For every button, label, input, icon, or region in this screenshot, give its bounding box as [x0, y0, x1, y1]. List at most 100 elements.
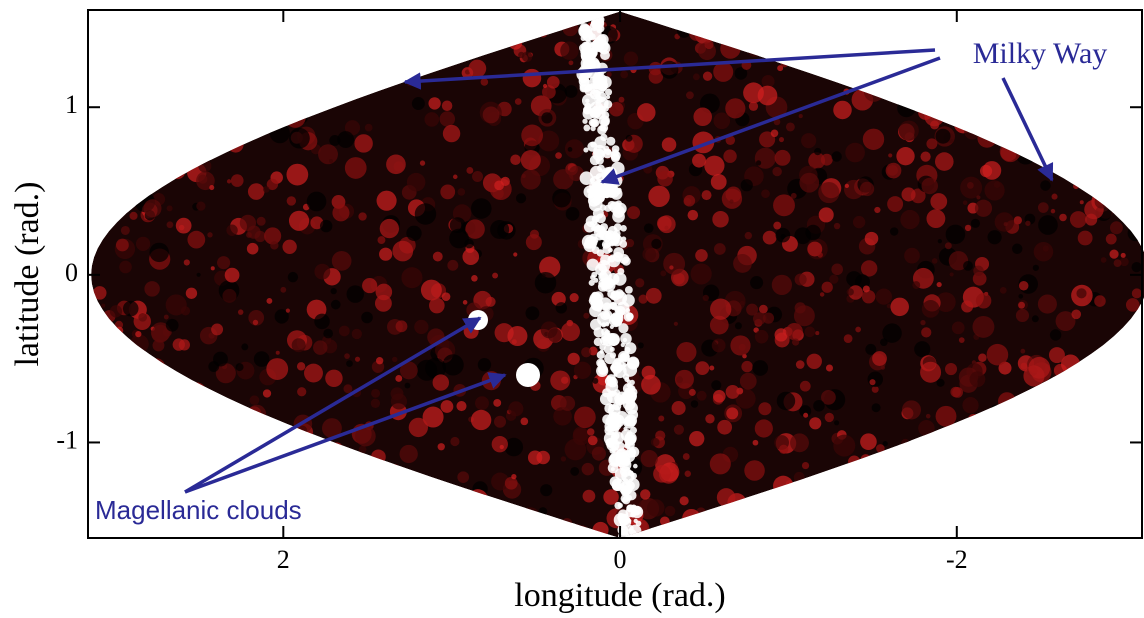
texture — [381, 489, 391, 499]
milky-way-texture — [616, 448, 628, 460]
milky-way-texture — [606, 333, 616, 342]
milky-way-texture — [591, 291, 599, 299]
texture — [1043, 484, 1055, 495]
texture — [1054, 115, 1063, 125]
texture — [720, 38, 741, 59]
texture — [713, 112, 731, 130]
texture — [377, 236, 386, 245]
texture — [242, 437, 254, 449]
texture — [569, 293, 579, 303]
texture — [422, 39, 430, 47]
texture — [854, 470, 860, 477]
texture — [806, 353, 822, 369]
texture — [192, 131, 208, 147]
milky-way-texture — [588, 279, 595, 286]
texture — [358, 212, 367, 221]
texture — [750, 276, 764, 290]
texture — [1111, 201, 1126, 216]
texture — [946, 73, 959, 86]
texture — [346, 285, 364, 303]
texture — [911, 15, 923, 27]
texture — [330, 299, 341, 310]
milky-way-texture — [623, 362, 638, 377]
texture — [753, 312, 766, 326]
texture — [108, 406, 129, 427]
texture — [325, 445, 338, 458]
texture — [1012, 243, 1023, 254]
texture — [944, 242, 952, 250]
texture — [898, 497, 914, 514]
texture — [987, 230, 1002, 245]
texture — [553, 406, 572, 426]
texture — [721, 188, 743, 209]
texture — [968, 413, 980, 426]
texture — [802, 11, 822, 22]
texture — [169, 450, 179, 460]
texture — [428, 505, 439, 517]
texture — [304, 363, 323, 383]
texture — [330, 287, 337, 295]
texture — [400, 473, 422, 495]
texture — [690, 263, 712, 285]
texture — [487, 11, 506, 27]
texture — [1067, 504, 1090, 527]
texture — [501, 510, 513, 522]
texture — [285, 308, 290, 313]
x-axis-title: longitude (rad.) — [514, 577, 726, 614]
texture — [197, 29, 206, 37]
texture — [341, 453, 360, 473]
texture — [852, 215, 866, 229]
texture — [976, 195, 981, 200]
texture — [876, 444, 885, 453]
texture — [143, 199, 162, 218]
texture — [793, 471, 805, 483]
texture — [520, 149, 541, 171]
texture — [685, 524, 691, 530]
texture — [986, 343, 1009, 366]
texture — [470, 198, 492, 219]
texture — [120, 225, 130, 235]
texture — [187, 382, 207, 402]
texture — [931, 97, 954, 119]
texture — [252, 319, 259, 326]
texture — [492, 272, 499, 279]
texture — [358, 473, 365, 480]
texture — [994, 212, 1015, 232]
milky-way-texture — [610, 150, 621, 161]
texture — [275, 529, 282, 536]
texture — [808, 152, 826, 170]
texture — [978, 101, 996, 119]
texture — [146, 33, 168, 55]
texture — [941, 98, 951, 108]
texture — [1008, 452, 1020, 464]
texture — [922, 470, 929, 477]
milky-way-texture — [623, 487, 631, 496]
texture — [1003, 222, 1008, 227]
milky-way-texture — [627, 518, 632, 523]
texture — [1125, 298, 1140, 312]
texture — [921, 327, 932, 338]
texture — [1077, 230, 1093, 246]
texture — [704, 155, 725, 176]
texture — [266, 298, 273, 304]
texture — [890, 297, 909, 317]
texture — [1033, 241, 1054, 262]
texture — [660, 270, 667, 277]
milky-way-texture — [625, 506, 637, 518]
texture — [196, 272, 201, 277]
texture — [845, 45, 853, 54]
milky-way-texture — [614, 467, 628, 481]
texture — [883, 81, 889, 86]
texture — [924, 516, 945, 537]
texture — [564, 85, 578, 98]
texture — [396, 53, 402, 59]
milky-way-texture — [602, 414, 613, 425]
texture — [954, 115, 973, 134]
texture — [1120, 80, 1140, 100]
texture — [638, 294, 648, 304]
texture — [1045, 412, 1053, 420]
texture — [813, 482, 824, 492]
sky-map — [91, 11, 1144, 539]
texture — [1109, 126, 1123, 140]
texture — [206, 59, 216, 68]
